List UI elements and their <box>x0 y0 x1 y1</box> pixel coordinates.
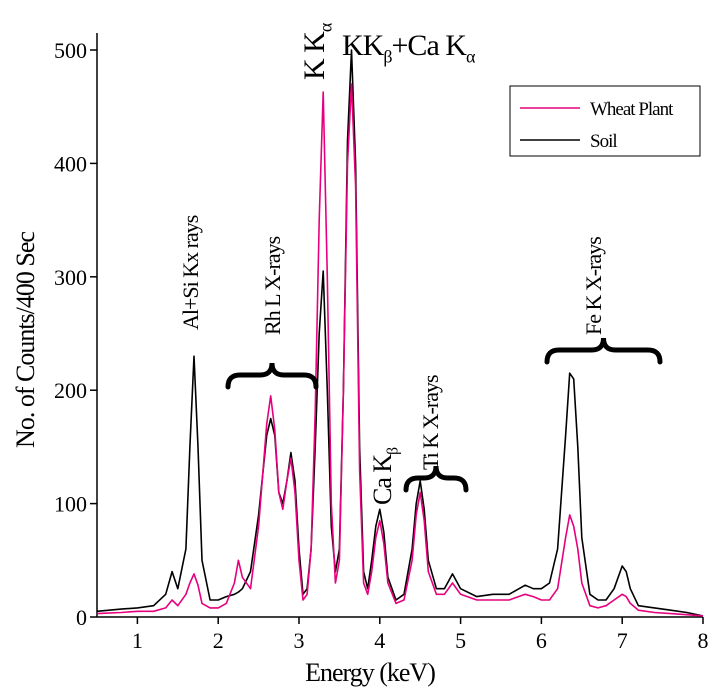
y-tick-label: 400 <box>54 151 87 176</box>
annotation-part: α <box>316 22 336 32</box>
annotation-part: K K <box>298 31 331 80</box>
annotation-part: Ca K <box>368 454 397 505</box>
annotation: Rh L X-rays <box>260 236 285 335</box>
x-axis-title: Energy (keV) <box>305 658 435 687</box>
brace <box>544 337 663 365</box>
x-tick-label: 5 <box>455 628 466 653</box>
x-tick-label: 8 <box>698 628 709 653</box>
annotation-part: Al+Si Kx rays <box>178 215 203 330</box>
legend-label: Wheat Plant <box>590 99 674 120</box>
brace <box>403 465 469 493</box>
y-tick-label: 300 <box>54 265 87 290</box>
brace <box>225 362 319 390</box>
annotation: Ca Kβ <box>368 447 402 505</box>
annotation-part: Rh L X-rays <box>260 236 285 335</box>
x-tick-label: 1 <box>132 628 143 653</box>
y-tick-label: 100 <box>54 492 87 517</box>
series-line <box>96 83 704 617</box>
y-axis-title: No. of Counts/400 Sec <box>11 232 40 448</box>
annotation: KKβ+Ca Kα <box>342 29 476 67</box>
annotation: Fe K X-rays <box>581 237 606 335</box>
annotation-part: β <box>383 47 392 67</box>
x-tick-label: 6 <box>536 628 547 653</box>
annotation-part: KK <box>342 29 385 62</box>
annotation-part: α <box>466 47 476 67</box>
x-tick-label: 3 <box>294 628 305 653</box>
legend-box <box>509 85 701 157</box>
x-tick-label: 2 <box>213 628 224 653</box>
y-tick-label: 500 <box>54 38 87 63</box>
x-tick-label: 4 <box>374 628 385 653</box>
annotation: Ti K X-rays <box>418 375 443 470</box>
y-tick-label: 200 <box>54 378 87 403</box>
annotation: Al+Si Kx rays <box>178 215 203 330</box>
annotation-part: β <box>385 447 402 455</box>
y-tick-label: 0 <box>76 605 87 630</box>
annotation-part: +Ca K <box>392 29 468 62</box>
x-tick-label: 7 <box>617 628 628 653</box>
legend-label: Soil <box>590 131 617 152</box>
annotation-part: Ti K X-rays <box>418 375 443 470</box>
annotation-part: Fe K X-rays <box>581 237 606 335</box>
annotation: K Kα <box>298 22 336 80</box>
